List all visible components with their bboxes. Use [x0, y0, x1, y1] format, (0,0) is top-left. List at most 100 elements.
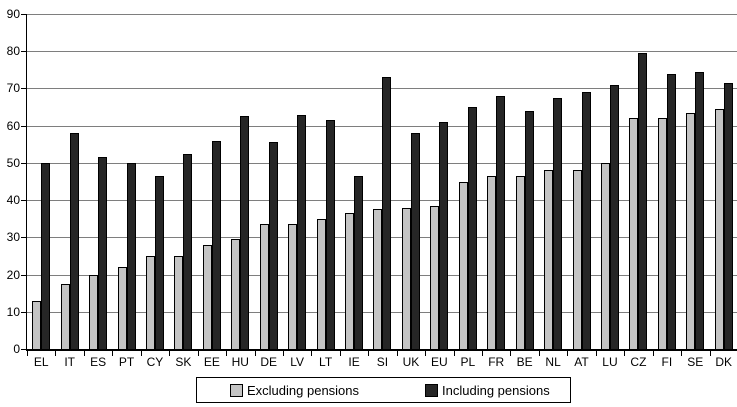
bar-excluding-pensions-IE — [345, 213, 355, 349]
bar-excluding-pensions-BE — [515, 175, 525, 349]
gridline-70 — [27, 88, 737, 90]
y-axis-label-90: 90 — [6, 7, 20, 21]
bar-excluding-pensions-SE — [686, 112, 696, 349]
x-tick-mark-2 — [83, 351, 85, 356]
y-tick-mark-30 — [21, 237, 26, 239]
x-tick-mark-8 — [254, 351, 256, 356]
bar-excluding-pensions-PL — [458, 181, 468, 349]
bar-excluding-pensions-ES — [89, 274, 99, 349]
bar-group-EU: EU — [425, 14, 453, 369]
bar-including-pensions-HU — [240, 116, 250, 349]
bar-group-HU: HU — [226, 14, 254, 369]
bar-excluding-pensions-LU — [600, 162, 610, 349]
x-axis-label-PL: PL — [460, 355, 476, 369]
bar-group-FR: FR — [482, 14, 510, 369]
bar-excluding-pensions-EE — [202, 244, 212, 349]
y-axis-label-80: 80 — [6, 44, 20, 59]
y-tick-mark-70 — [21, 88, 26, 90]
bar-group-LU: LU — [596, 14, 624, 369]
x-tick-mark-1 — [55, 351, 57, 356]
bar-group-SK: SK — [169, 14, 197, 369]
bar-group-BE: BE — [510, 14, 538, 369]
bar-including-pensions-EL — [41, 162, 51, 349]
x-axis-label-CY: CY — [146, 355, 164, 369]
bar-including-pensions-FR — [496, 95, 506, 349]
bar-including-pensions-PT — [126, 162, 136, 349]
bar-including-pensions-AT — [581, 92, 591, 349]
y-tick-mark-20 — [21, 274, 26, 276]
bar-excluding-pensions-LT — [316, 218, 326, 349]
x-axis-label-HU: HU — [231, 355, 249, 369]
bar-excluding-pensions-FR — [487, 175, 497, 349]
x-axis-label-IE: IE — [348, 355, 360, 369]
x-axis-label-IT: IT — [64, 355, 75, 369]
x-tick-mark-10 — [311, 351, 313, 356]
x-axis-label-SK: SK — [175, 355, 192, 369]
x-tick-mark-18 — [538, 351, 540, 356]
legend: Excluding pensions Including pensions — [196, 377, 571, 403]
x-tick-mark-20 — [595, 351, 597, 356]
y-axis-label-30: 30 — [6, 230, 20, 245]
bar-including-pensions-IE — [354, 175, 364, 349]
y-tick-mark-0 — [21, 349, 26, 350]
legend-item-including-pensions: Including pensions — [425, 383, 550, 398]
gridline-90 — [27, 14, 737, 15]
x-axis-label-FR: FR — [488, 355, 505, 369]
x-axis-label-CZ: CZ — [630, 355, 647, 369]
x-tick-mark-9 — [282, 351, 284, 356]
bar-group-PT: PT — [112, 14, 140, 369]
x-tick-mark-23 — [681, 351, 683, 356]
bar-excluding-pensions-DK — [714, 108, 724, 349]
gridline-50 — [27, 162, 737, 164]
x-axis-label-AT: AT — [574, 355, 589, 369]
gridline-40 — [27, 200, 737, 202]
bar-group-IE: IE — [340, 14, 368, 369]
x-tick-mark-15 — [453, 351, 455, 356]
legend-label-including-pensions: Including pensions — [442, 382, 550, 398]
bar-group-NL: NL — [539, 14, 567, 369]
x-tick-mark-0 — [27, 351, 28, 356]
x-tick-mark-5 — [169, 351, 171, 356]
bar-excluding-pensions-DE — [259, 224, 269, 349]
x-tick-mark-14 — [425, 351, 427, 356]
x-axis-label-DK: DK — [715, 355, 733, 369]
bar-including-pensions-LU — [609, 84, 619, 349]
x-tick-mark-4 — [140, 351, 142, 356]
bar-including-pensions-ES — [98, 157, 108, 349]
y-axis-label-20: 20 — [6, 267, 20, 282]
y-tick-mark-40 — [21, 200, 26, 202]
bar-group-LV: LV — [283, 14, 311, 369]
x-tick-mark-13 — [396, 351, 398, 356]
y-axis-label-0: 0 — [13, 342, 20, 356]
bar-group-DK: DK — [710, 14, 737, 369]
bar-including-pensions-LT — [325, 120, 335, 349]
bar-including-pensions-BE — [524, 110, 534, 349]
x-tick-mark-3 — [112, 351, 114, 356]
x-tick-mark-19 — [567, 351, 569, 356]
bar-group-AT: AT — [567, 14, 595, 369]
x-tick-mark-21 — [624, 351, 626, 356]
bar-excluding-pensions-LV — [288, 224, 298, 349]
x-axis-label-EU: EU — [431, 355, 448, 369]
bar-group-CZ: CZ — [624, 14, 652, 369]
legend-swatch-excluding-pensions — [230, 383, 243, 397]
x-axis-label-LU: LU — [602, 355, 618, 369]
bar-including-pensions-PL — [467, 107, 477, 349]
bar-excluding-pensions-EL — [32, 300, 42, 349]
y-axis-label-40: 40 — [6, 193, 20, 208]
x-tick-mark-11 — [339, 351, 341, 356]
bar-excluding-pensions-CZ — [629, 118, 639, 349]
plot-area: EL IT ES PT CY SK EE HU DE LV LT IE SI UK EU PL FR BE NL AT… — [26, 14, 737, 369]
bar-excluding-pensions-IT — [60, 283, 70, 349]
bar-group-DE: DE — [255, 14, 283, 369]
bar-including-pensions-EE — [211, 140, 221, 349]
x-axis-label-EL: EL — [33, 355, 49, 369]
y-axis-label-50: 50 — [6, 155, 20, 170]
legend-item-excluding-pensions: Excluding pensions — [230, 383, 359, 398]
bar-including-pensions-LV — [297, 114, 307, 349]
x-tick-mark-16 — [482, 351, 484, 356]
bar-including-pensions-CY — [154, 175, 164, 349]
y-tick-mark-80 — [21, 51, 26, 53]
x-tick-mark-7 — [226, 351, 228, 356]
